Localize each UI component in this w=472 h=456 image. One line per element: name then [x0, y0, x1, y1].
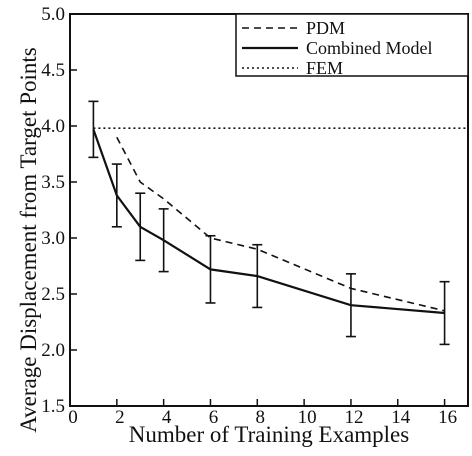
x-tick-label: 14 [391, 407, 411, 428]
x-tick-label: 0 [68, 407, 78, 428]
x-tick-label: 16 [438, 407, 457, 428]
combined-model-line [92, 129, 445, 315]
legend-label: FEM [306, 58, 343, 78]
y-tick-label: 3.0 [41, 228, 65, 249]
y-axis-label: Average Displacement from Target Points [16, 47, 41, 433]
y-tick-label: 5.0 [41, 4, 65, 25]
pdm-line [116, 136, 445, 312]
series-layer [88, 100, 466, 346]
x-tick-label: 10 [298, 407, 317, 428]
x-tick-label: 8 [256, 407, 266, 428]
y-tick-label: 4.0 [41, 116, 65, 137]
legend-label: PDM [306, 18, 345, 38]
axes: 1.5 2.0 2.5 3.0 3.5 4.0 4.5 5.0 0 2 4 6 8 10 12 14 16 [41, 4, 457, 428]
x-tick-label: 2 [115, 407, 125, 428]
x-axis-label: Number of Training Examples [129, 422, 409, 447]
legend-label: Combined Model [306, 38, 433, 58]
y-tick-label: 1.5 [41, 396, 65, 417]
x-tick-label: 6 [209, 407, 219, 428]
legend-box [235, 13, 469, 77]
x-tick-label: 12 [344, 407, 363, 428]
y-tick-label: 2.5 [41, 284, 65, 305]
y-tick-label: 2.0 [41, 340, 65, 361]
y-tick-label: 3.5 [41, 172, 65, 193]
y-tick-label: 4.5 [41, 60, 65, 81]
x-tick-label: 4 [162, 407, 172, 428]
